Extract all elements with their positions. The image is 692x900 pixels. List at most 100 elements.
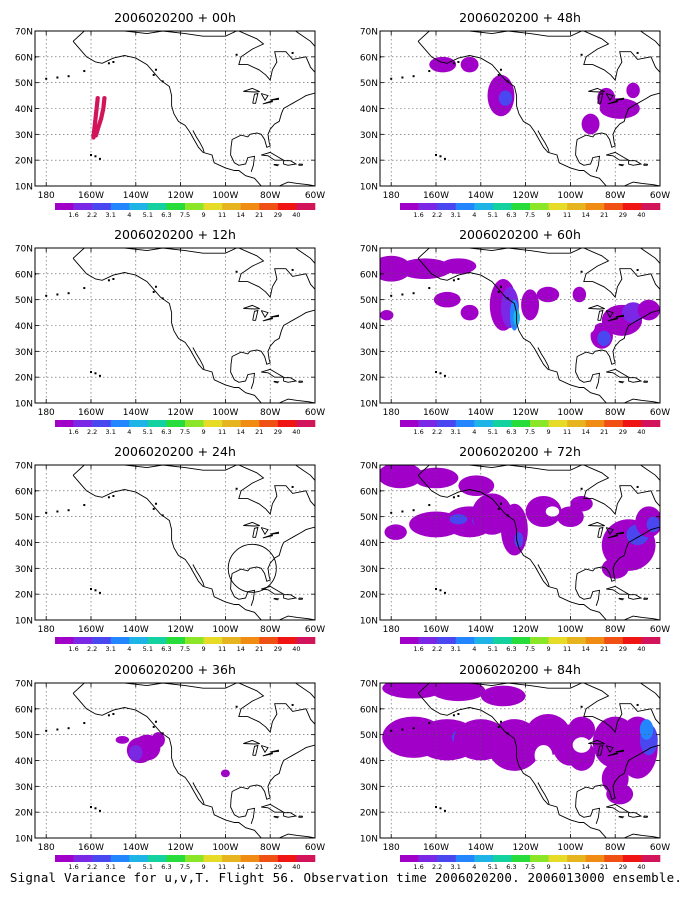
island — [249, 15, 251, 17]
variance-shading — [498, 90, 513, 106]
island — [457, 495, 460, 497]
coastline — [417, 31, 582, 42]
island — [274, 451, 276, 453]
island — [506, 80, 509, 83]
island — [45, 77, 48, 80]
lon-tick-label: 180 — [38, 191, 55, 201]
colorbar-label: 2.2 — [87, 863, 97, 871]
map-panel: 2006020200 + 60h 10N 20N 30N 40N 50N 60N 70N 180… — [360, 227, 670, 436]
panel-title: 2006020200 + 12h — [114, 227, 236, 242]
coastline — [230, 92, 315, 172]
island — [619, 234, 621, 236]
island — [580, 487, 583, 490]
island — [98, 809, 101, 812]
colorbar-swatch — [55, 855, 74, 862]
colorbar-swatch — [400, 420, 419, 427]
colorbar-swatch — [166, 855, 186, 862]
colorbar-swatch — [492, 637, 512, 644]
colorbar-swatch — [203, 420, 223, 427]
lat-tick-label: 60N — [360, 705, 378, 715]
map-panel: 2006020200 + 00h 10N 20N 30N 40N 50N 60N 70N 180… — [15, 10, 325, 219]
lon-tick-label: 160W — [78, 191, 104, 201]
island — [107, 62, 110, 65]
colorbar-swatch — [548, 420, 568, 427]
colorbar-label: 1.6 — [68, 863, 78, 871]
island — [107, 496, 110, 499]
island — [497, 73, 500, 76]
variance-shading — [646, 516, 660, 533]
lon-tick-label: 80W — [605, 625, 625, 635]
lat-tick-label: 30N — [15, 565, 33, 575]
coastline — [607, 100, 618, 105]
island — [435, 806, 437, 808]
coastline — [537, 347, 550, 370]
coastline — [72, 475, 262, 620]
lon-tick-label: 100W — [557, 843, 583, 853]
island — [439, 372, 442, 375]
lat-tick-label: 20N — [360, 809, 378, 819]
island — [45, 294, 48, 297]
island — [303, 677, 305, 679]
colorbar-label: 7.5 — [525, 211, 535, 219]
variance-shading — [449, 514, 468, 525]
colorbar-swatch — [240, 203, 260, 210]
colorbar-label: 1.6 — [68, 428, 78, 436]
colorbar-swatch — [110, 855, 130, 862]
lon-tick-label: 60W — [650, 408, 670, 418]
coastline — [639, 248, 660, 264]
colorbar-swatch — [259, 855, 279, 862]
coastline — [588, 521, 605, 527]
lat-tick-label: 50N — [360, 79, 378, 89]
colorbar-label: 5.1 — [143, 645, 153, 653]
colorbar-label: 40 — [637, 211, 645, 219]
colorbar-label: 40 — [292, 863, 300, 871]
colorbar-label: 9 — [547, 863, 551, 871]
colorbar-label: 2.2 — [87, 645, 97, 653]
colorbar-label: 4 — [127, 211, 131, 219]
colorbar-swatch — [511, 855, 531, 862]
island — [240, 674, 242, 676]
island — [235, 705, 238, 708]
variance-shading — [397, 258, 452, 279]
colorbar: 1.6 2.2 3.1 4 5.1 6.3 7.5 9 11 14 21 29 40 — [400, 637, 661, 653]
colorbar-label: 9 — [202, 428, 206, 436]
colorbar-label: 1.6 — [413, 428, 423, 436]
colorbar-label: 7.5 — [525, 645, 535, 653]
lat-tick-label: 40N — [15, 105, 33, 115]
coastline — [298, 597, 304, 600]
colorbar-swatch — [530, 637, 549, 644]
colorbar-swatch — [641, 420, 661, 427]
island — [249, 449, 251, 451]
colorbar-swatch — [418, 637, 438, 644]
island — [401, 728, 404, 731]
island — [428, 722, 431, 725]
variance-shading — [220, 769, 230, 778]
lat-tick-label: 10N — [15, 835, 33, 845]
coastline — [238, 31, 315, 82]
colorbar-label: 2.2 — [432, 428, 442, 436]
lon-tick-label: 120W — [168, 191, 194, 201]
island — [603, 239, 605, 241]
variance-shading — [626, 82, 640, 99]
colorbar-swatch — [55, 637, 74, 644]
lon-tick-label: 120W — [513, 843, 539, 853]
colorbar-swatch — [604, 855, 624, 862]
island — [603, 22, 605, 24]
colorbar-label: 14 — [237, 645, 245, 653]
colorbar-swatch — [296, 420, 316, 427]
colorbar-swatch — [222, 637, 242, 644]
coastline — [583, 683, 660, 734]
colorbar-swatch — [259, 203, 279, 210]
lat-tick-label: 70N — [15, 680, 33, 690]
lon-tick-label: 140W — [123, 843, 149, 853]
island — [303, 459, 305, 461]
colorbar: 1.6 2.2 3.1 4 5.1 6.3 7.5 9 11 14 21 29 40 — [55, 420, 316, 436]
coastline — [639, 465, 660, 481]
island — [83, 70, 86, 73]
colorbar-swatch — [259, 420, 279, 427]
variance-shading — [382, 683, 445, 699]
lat-tick-label: 20N — [15, 809, 33, 819]
coastline — [607, 534, 618, 539]
variance-shading — [500, 503, 528, 556]
coastline — [278, 833, 315, 838]
